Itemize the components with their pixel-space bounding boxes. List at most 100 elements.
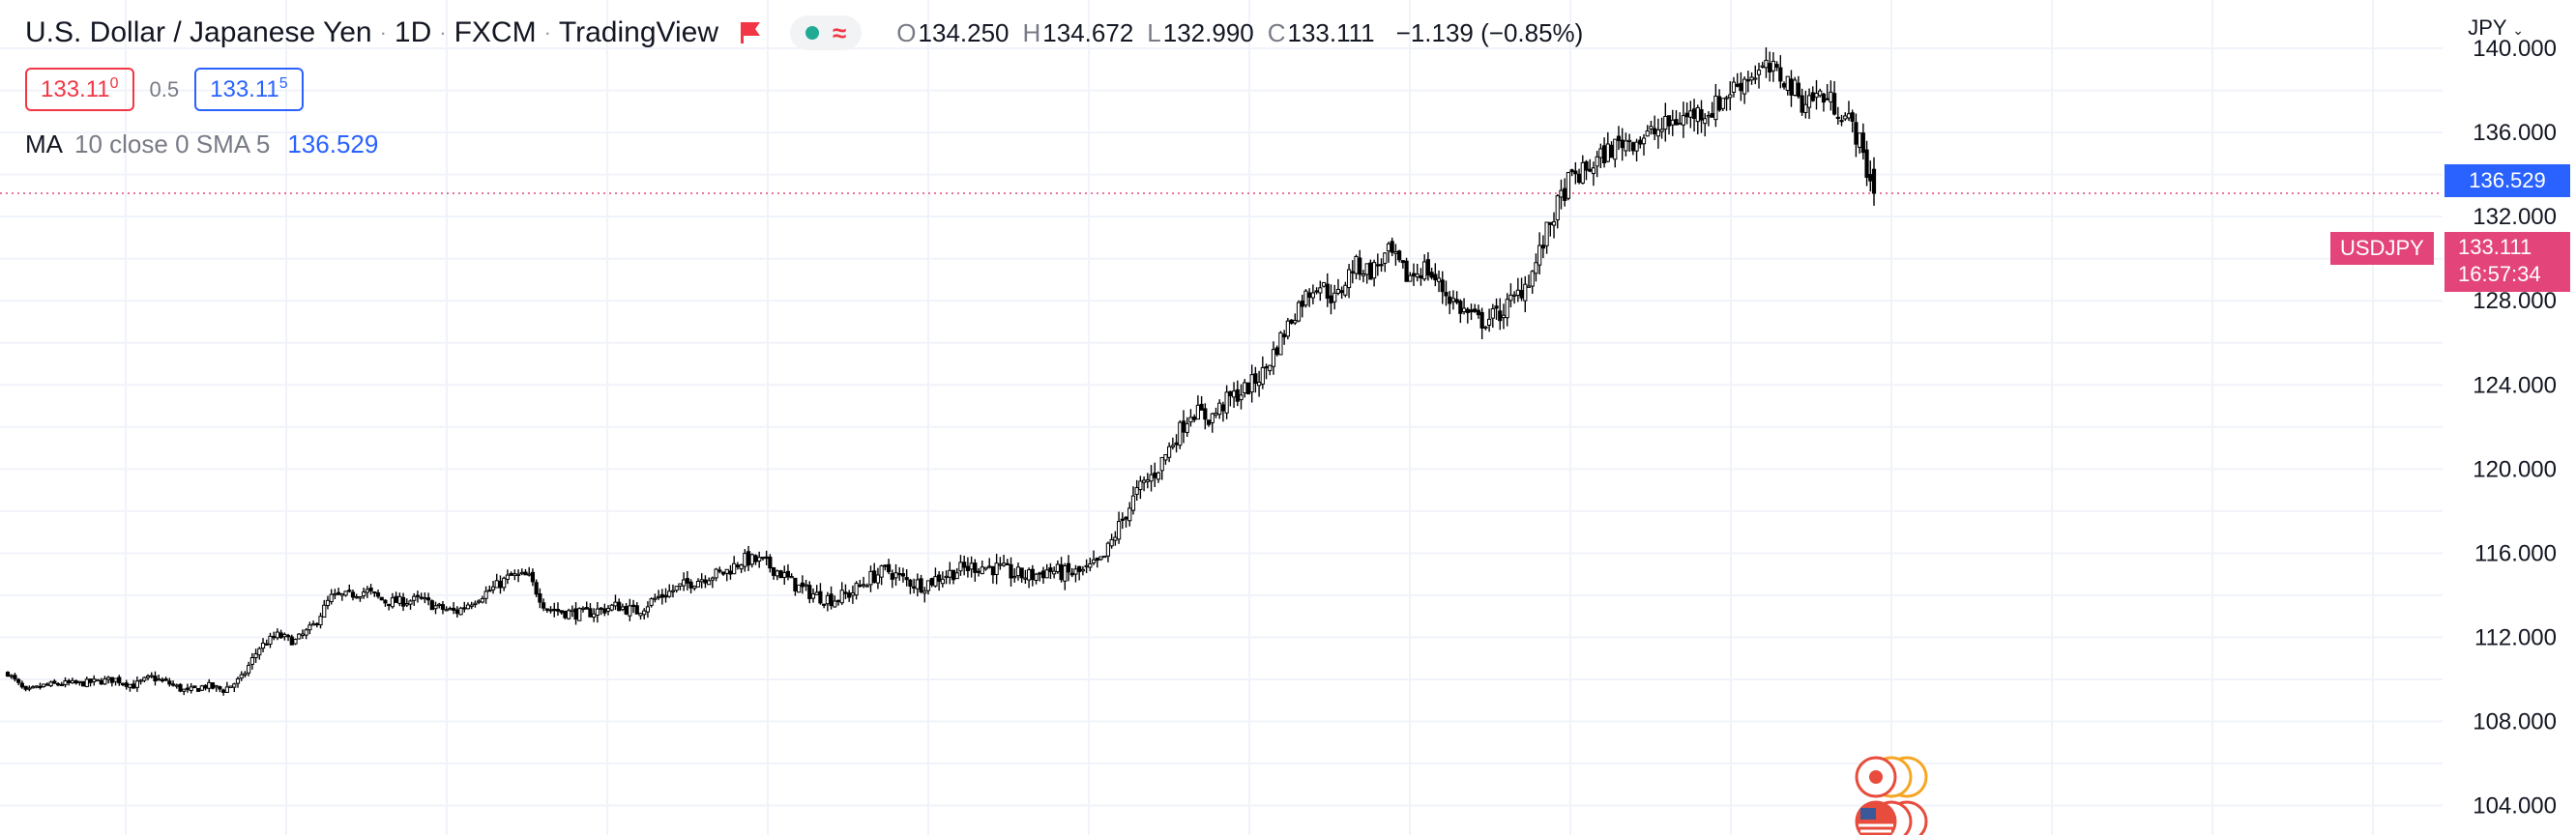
candle-body bbox=[567, 610, 571, 619]
candle-body bbox=[1239, 394, 1244, 401]
candle-body bbox=[88, 678, 93, 683]
candle-body bbox=[1616, 135, 1622, 142]
candle-body bbox=[1113, 536, 1118, 541]
candle-body bbox=[760, 557, 766, 560]
candle-body bbox=[973, 562, 978, 573]
market-status-pill[interactable]: ≈ bbox=[790, 15, 863, 50]
price-axis-tick-label: 116.000 bbox=[2474, 540, 2557, 566]
candle-body bbox=[440, 604, 446, 610]
candle-body bbox=[1508, 294, 1513, 302]
candle-body bbox=[1444, 292, 1449, 297]
candle-body bbox=[1699, 109, 1704, 121]
interval-label[interactable]: 1D bbox=[394, 16, 432, 48]
candle-body bbox=[419, 596, 424, 599]
candle-body bbox=[454, 609, 459, 615]
candle-body bbox=[163, 678, 168, 681]
candle-body bbox=[207, 681, 212, 689]
candle-body bbox=[253, 653, 258, 659]
candle-body bbox=[1350, 271, 1355, 274]
candle-body bbox=[199, 685, 204, 691]
bar-countdown: 16:57:34 bbox=[2458, 262, 2541, 286]
candle-body bbox=[368, 588, 373, 591]
economic-events[interactable] bbox=[1847, 754, 1953, 835]
spread-value: 0.5 bbox=[149, 76, 180, 101]
candle-body bbox=[1821, 93, 1827, 103]
buy-price-button[interactable]: 133.115 bbox=[194, 68, 304, 111]
candle-body bbox=[782, 571, 787, 578]
candle-body bbox=[1052, 570, 1057, 575]
candle-body bbox=[1684, 112, 1689, 118]
candle-body bbox=[1170, 445, 1175, 448]
candle-body bbox=[1796, 82, 1801, 98]
candle-body bbox=[235, 677, 241, 684]
symbol-header[interactable]: U.S. Dollar / Japanese Yen · 1D · FXCM ·… bbox=[25, 15, 1583, 50]
candle-body bbox=[1397, 250, 1402, 261]
candle-body bbox=[92, 678, 97, 682]
candle-body bbox=[1659, 129, 1664, 132]
candle-body bbox=[1329, 295, 1333, 303]
candle-body bbox=[247, 664, 251, 674]
candle-body bbox=[678, 583, 683, 587]
candle-body bbox=[1515, 289, 1520, 297]
sell-price-button[interactable]: 133.110 bbox=[25, 68, 134, 111]
symbol-name[interactable]: U.S. Dollar / Japanese Yen bbox=[25, 16, 372, 48]
indicator-legend-ma[interactable]: MA 10 close 0 SMA 5 136.529 bbox=[25, 130, 378, 159]
broker-label: FXCM bbox=[454, 16, 537, 48]
candle-body bbox=[314, 622, 319, 626]
candle-body bbox=[102, 677, 107, 685]
candle-body bbox=[1846, 113, 1852, 119]
candle-body bbox=[685, 578, 689, 584]
candle-body bbox=[940, 578, 945, 585]
candle-body bbox=[1009, 563, 1013, 579]
candle-body bbox=[580, 607, 586, 611]
candle-body bbox=[1814, 92, 1819, 99]
flag-icon[interactable] bbox=[738, 20, 763, 45]
candle-body bbox=[570, 609, 574, 613]
candle-body bbox=[84, 678, 89, 687]
candle-body bbox=[1015, 566, 1021, 577]
price-axis[interactable]: 140.000 136.000 132.000 128.000 124.000 120.0… bbox=[2443, 0, 2576, 835]
candle-body bbox=[1630, 142, 1635, 152]
candle-body bbox=[275, 631, 280, 639]
candle-body bbox=[55, 683, 61, 686]
candle-body bbox=[1706, 115, 1712, 118]
candle-body bbox=[27, 687, 32, 690]
candle-body bbox=[307, 624, 312, 631]
candle-body bbox=[498, 580, 503, 589]
price-axis-tick-label: 120.000 bbox=[2473, 456, 2557, 482]
candle-body bbox=[362, 591, 366, 597]
candle-body bbox=[634, 605, 639, 615]
candle-body bbox=[875, 574, 881, 584]
candle-body bbox=[1296, 302, 1302, 322]
candle-body bbox=[264, 643, 269, 646]
candle-body bbox=[1034, 573, 1039, 581]
candle-body bbox=[224, 686, 229, 693]
candle-body bbox=[1361, 274, 1366, 276]
candle-body bbox=[854, 583, 859, 596]
candle-body bbox=[1335, 288, 1341, 294]
candle-body bbox=[1573, 170, 1578, 175]
candle-body bbox=[469, 604, 474, 608]
candle-body bbox=[268, 635, 273, 645]
candle-body bbox=[1095, 558, 1099, 561]
candle-body bbox=[1494, 305, 1499, 309]
candle-body bbox=[954, 572, 959, 580]
candle-body bbox=[1806, 95, 1812, 108]
candle-body bbox=[1695, 106, 1700, 123]
candle-body bbox=[573, 608, 578, 620]
currency-selector[interactable]: JPY ⌄ bbox=[2468, 15, 2524, 40]
candle-body bbox=[1346, 269, 1352, 289]
candle-body bbox=[304, 629, 308, 636]
candle-body bbox=[1793, 79, 1798, 97]
candle-body bbox=[1555, 195, 1560, 220]
candle-body bbox=[142, 677, 147, 681]
candle-body bbox=[861, 584, 866, 587]
candle-body bbox=[1745, 79, 1750, 82]
candle-body bbox=[929, 578, 934, 586]
candle-body bbox=[387, 603, 392, 607]
candle-body bbox=[1681, 115, 1686, 126]
candle-body bbox=[1609, 144, 1614, 158]
candle-body bbox=[228, 685, 233, 688]
candle-body bbox=[210, 682, 216, 689]
